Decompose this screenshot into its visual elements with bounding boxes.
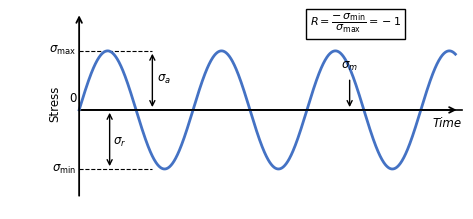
Text: $\sigma_{\mathrm{min}}$: $\sigma_{\mathrm{min}}$ [52,162,76,176]
Text: $\sigma_{m}$: $\sigma_{m}$ [341,60,358,73]
Text: $\sigma_{r}$: $\sigma_{r}$ [113,136,126,149]
Text: $\sigma_{a}$: $\sigma_{a}$ [157,73,171,86]
Text: Time: Time [432,117,462,130]
Text: $\sigma_{\mathrm{max}}$: $\sigma_{\mathrm{max}}$ [49,44,76,57]
Text: 0: 0 [69,92,76,105]
Text: $R = \dfrac{-\,\sigma_{\mathrm{min}}}{\sigma_{\mathrm{max}}} = -1$: $R = \dfrac{-\,\sigma_{\mathrm{min}}}{\s… [310,12,402,35]
Text: Stress: Stress [49,86,61,122]
